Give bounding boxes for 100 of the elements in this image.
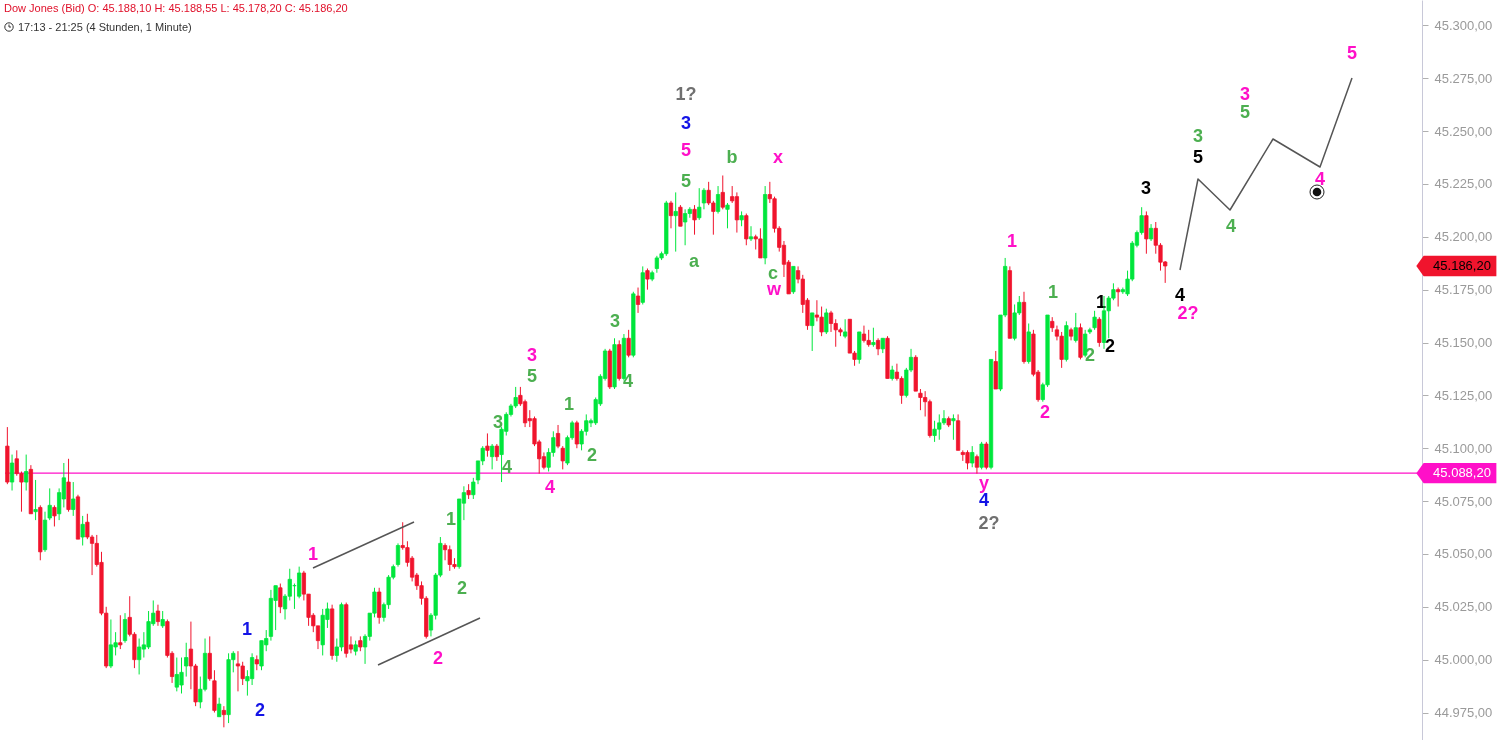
annotation: 3 (1192, 126, 1204, 146)
candlestick (748, 225, 754, 242)
annotation: 5 (1192, 147, 1204, 167)
annotation: 2 (254, 700, 266, 720)
candlestick (560, 445, 565, 470)
annotation: 4 (1174, 285, 1186, 305)
annotation: 3 (526, 345, 538, 365)
annotation: x (772, 147, 784, 167)
annotation: 4 (501, 457, 513, 477)
candlestick (861, 325, 867, 344)
candlestick (235, 650, 241, 692)
candlestick (828, 310, 834, 333)
annotation: 2? (1177, 303, 1199, 323)
candlestick (1073, 312, 1078, 344)
candlestick (744, 213, 749, 246)
candlestick (1092, 310, 1097, 331)
candlestick (221, 705, 226, 728)
y-tick-label: 45.175,00 (1434, 282, 1493, 298)
annotation: 2 (1039, 402, 1051, 422)
annotation: 1 (307, 544, 319, 564)
candlestick (24, 454, 29, 492)
candlestick (574, 420, 579, 449)
annotation: 3 (492, 412, 504, 432)
candlestick (843, 318, 848, 339)
candlestick (33, 479, 38, 521)
candlestick (522, 399, 528, 428)
annotation: 5 (680, 140, 692, 160)
candlestick (697, 187, 702, 221)
y-tick-label: 45.225,00 (1434, 176, 1493, 192)
text: 45.186,20 (1433, 257, 1491, 273)
annotation: 2? (978, 513, 1000, 533)
candlestick (673, 191, 678, 253)
candlestick (683, 208, 688, 246)
annotation: 5 (526, 366, 538, 386)
y-tick-label: 45.100,00 (1434, 440, 1493, 456)
ref-line-label: 45.088,20 (1433, 465, 1491, 481)
candlestick (824, 308, 829, 335)
candlestick (490, 443, 495, 470)
candlestick (80, 515, 85, 546)
chart-title: Dow Jones (Bid) O: 45.188,10 H: 45.188,55 L: 45.178,20 C: 45.186,20 (4, 2, 348, 14)
candlestick (217, 697, 222, 718)
annotation: 1 (241, 619, 253, 639)
annotation: 3 (1239, 84, 1251, 104)
candlestick (715, 185, 721, 215)
y-tick-label: 44.975,00 (1434, 705, 1493, 721)
annotation: 5 (680, 171, 692, 191)
candlestick (71, 481, 76, 517)
annotation: 4 (544, 477, 556, 497)
candlestick (871, 327, 876, 348)
candlestick (137, 638, 142, 675)
annotation: 1 (1006, 231, 1018, 251)
y-tick-label: 45.150,00 (1434, 335, 1493, 351)
annotation: 4 (1225, 216, 1237, 236)
candlestick (734, 191, 739, 234)
annotation: 1 (1047, 282, 1059, 302)
annotation: 4 (622, 371, 634, 391)
annotation: 2 (1104, 336, 1116, 356)
annotation: 5 (1346, 43, 1358, 63)
y-tick-label: 45.050,00 (1434, 546, 1493, 562)
candlestick (810, 312, 815, 352)
y-tick-label: 45.275,00 (1434, 70, 1493, 86)
candlestick (725, 202, 730, 229)
candlestick (1144, 210, 1149, 255)
candlestick (9, 454, 15, 492)
candlestick (635, 287, 641, 314)
annotation: b (726, 147, 738, 167)
y-tick-label: 45.125,00 (1434, 387, 1493, 403)
candlestick (970, 445, 975, 468)
candlestick (118, 614, 123, 650)
annotation: y (978, 473, 990, 493)
candlestick (941, 409, 947, 426)
annotation: 5 (1239, 102, 1251, 122)
candlestick (555, 424, 561, 449)
annotation: a (688, 251, 700, 271)
y-tick-label: 45.250,00 (1434, 123, 1493, 139)
y-tick-label: 45.300,00 (1434, 17, 1493, 33)
y-tick-label: 45.200,00 (1434, 229, 1493, 245)
annotation: 2 (1084, 345, 1096, 365)
candlestick (951, 413, 956, 441)
annotation: 3 (1140, 178, 1152, 198)
candlestick (645, 268, 650, 291)
candlestick (155, 604, 161, 627)
candlestick (668, 200, 674, 229)
candlestick (1097, 316, 1102, 348)
candlestick (720, 174, 725, 210)
annotation: 4 (1314, 169, 1326, 189)
candlestick (984, 441, 989, 470)
candlestick (979, 441, 984, 470)
annotation: 3 (680, 113, 692, 133)
candlestick (442, 542, 448, 561)
annotation: 1 (1095, 292, 1107, 312)
candlestick (974, 454, 980, 475)
annotation: 2 (586, 445, 598, 465)
annotation: 1? (675, 84, 697, 104)
annotation: 1 (563, 394, 575, 414)
candlestick (485, 432, 490, 458)
annotation: 3 (609, 311, 621, 331)
candlestick (692, 204, 697, 236)
candlestick (122, 612, 128, 644)
annotation: 2 (456, 578, 468, 598)
